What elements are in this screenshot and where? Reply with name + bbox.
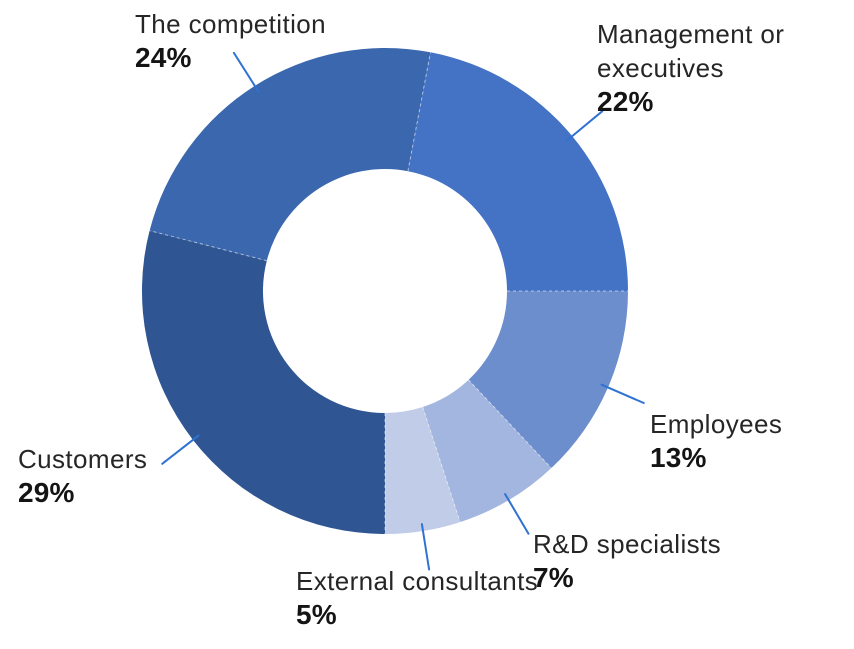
donut-segment-competition [149,47,431,261]
segment-separator [422,406,461,523]
donut-segment-employees [468,291,628,469]
leader-line-customers [161,434,200,465]
leader-line-management [565,110,604,142]
leader-line-competition [232,51,260,93]
donut-segment-customers [141,230,385,534]
leader-line-employees [600,383,645,404]
segment-separator [407,52,431,172]
segment-separator [149,230,267,262]
donut-segment-management [407,52,628,291]
donut-segment-external-consultants [385,407,461,534]
segment-separator [468,379,552,469]
leader-line-external-consultants [420,523,431,571]
leader-line-rd-specialists [504,493,530,535]
donut-segment-rd-specialists [422,379,552,523]
